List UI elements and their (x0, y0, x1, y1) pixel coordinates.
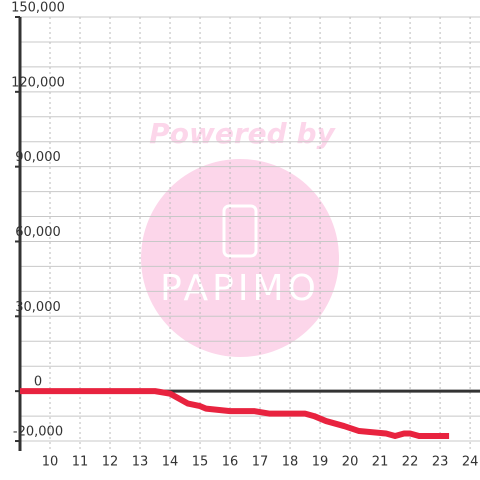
y-tick-label: 150,000 (11, 1, 65, 16)
x-tick-label: 18 (282, 455, 299, 470)
watermark-text: Powered by (149, 117, 336, 150)
x-tick-label: 15 (192, 455, 209, 470)
y-tick-label: -20,000 (13, 425, 63, 440)
x-tick-label: 17 (252, 455, 269, 470)
x-tick-label: 10 (42, 455, 59, 470)
x-tick-label: 23 (432, 455, 449, 470)
y-tick-label: 60,000 (15, 225, 61, 240)
x-tick-label: 22 (402, 455, 419, 470)
y-tick-label: 90,000 (15, 150, 61, 165)
x-tick-label: 13 (132, 455, 149, 470)
watermark-logo: PAPIMO (160, 268, 320, 309)
x-tick-label: 11 (72, 455, 89, 470)
line-series (20, 388, 450, 440)
x-tick-label: 16 (222, 455, 239, 470)
x-tick-label: 20 (342, 455, 359, 470)
x-tick-label: 24 (462, 455, 479, 470)
watermark-circle (141, 159, 339, 357)
x-tick-label: 14 (162, 455, 179, 470)
x-tick-label: 12 (102, 455, 119, 470)
x-tick-label: 21 (372, 455, 389, 470)
y-tick-label: 120,000 (11, 75, 65, 90)
y-tick-label: 0 (34, 375, 42, 390)
y-tick-label: 30,000 (15, 300, 61, 315)
x-tick-label: 19 (312, 455, 329, 470)
watermark-icon (222, 204, 258, 258)
